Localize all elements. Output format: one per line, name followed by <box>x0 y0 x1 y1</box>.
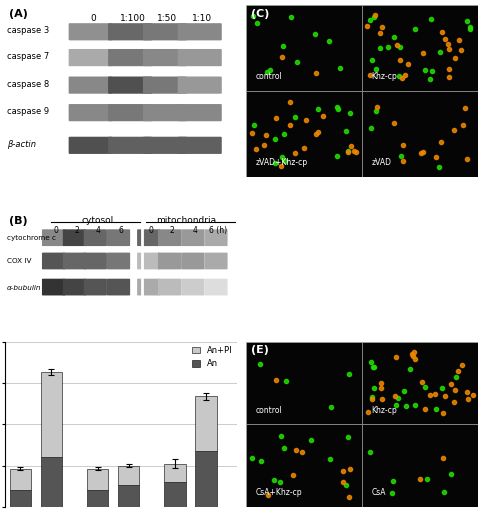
Text: Khz-cp: Khz-cp <box>371 406 397 415</box>
Bar <box>246 5 362 91</box>
FancyBboxPatch shape <box>69 137 113 154</box>
Bar <box>195 451 216 507</box>
FancyBboxPatch shape <box>42 279 65 295</box>
Bar <box>118 485 139 507</box>
FancyBboxPatch shape <box>108 23 152 40</box>
FancyBboxPatch shape <box>69 49 113 66</box>
FancyBboxPatch shape <box>84 279 107 295</box>
FancyBboxPatch shape <box>107 252 130 269</box>
FancyBboxPatch shape <box>108 49 152 66</box>
Text: 4: 4 <box>95 226 100 235</box>
FancyBboxPatch shape <box>178 137 222 154</box>
FancyBboxPatch shape <box>69 104 113 121</box>
FancyBboxPatch shape <box>178 23 222 40</box>
Text: 4: 4 <box>193 226 198 235</box>
Text: zVAD: zVAD <box>371 158 391 167</box>
Text: CsA: CsA <box>371 488 386 497</box>
Bar <box>362 5 478 91</box>
FancyBboxPatch shape <box>69 23 113 40</box>
FancyBboxPatch shape <box>137 229 160 246</box>
Bar <box>164 463 185 482</box>
FancyBboxPatch shape <box>143 137 187 154</box>
Text: β-actin: β-actin <box>7 140 36 149</box>
FancyBboxPatch shape <box>143 23 187 40</box>
FancyBboxPatch shape <box>137 252 160 269</box>
Text: (A): (A) <box>10 9 28 18</box>
FancyBboxPatch shape <box>181 229 204 246</box>
Text: cytosol: cytosol <box>82 216 114 225</box>
Bar <box>41 372 62 457</box>
FancyBboxPatch shape <box>143 49 187 66</box>
Bar <box>10 490 31 507</box>
Text: (B): (B) <box>10 216 28 226</box>
Bar <box>41 457 62 507</box>
Bar <box>362 91 478 177</box>
FancyBboxPatch shape <box>143 76 187 94</box>
Text: 1:10: 1:10 <box>192 14 212 23</box>
FancyBboxPatch shape <box>108 137 152 154</box>
Text: 6 (h): 6 (h) <box>209 226 227 235</box>
Text: 0: 0 <box>90 14 96 23</box>
FancyBboxPatch shape <box>158 229 181 246</box>
FancyBboxPatch shape <box>178 104 222 121</box>
Bar <box>164 482 185 507</box>
Bar <box>362 342 478 424</box>
Bar <box>246 342 362 424</box>
Text: cytochrome c: cytochrome c <box>7 235 56 241</box>
Text: 0: 0 <box>54 226 58 235</box>
Bar <box>246 424 362 507</box>
FancyBboxPatch shape <box>42 229 65 246</box>
Text: (C): (C) <box>251 9 269 18</box>
FancyBboxPatch shape <box>108 76 152 94</box>
FancyBboxPatch shape <box>63 252 86 269</box>
Text: 2: 2 <box>74 226 79 235</box>
Text: caspase 7: caspase 7 <box>7 52 49 61</box>
FancyBboxPatch shape <box>107 229 130 246</box>
Text: CsA+Khz-cp: CsA+Khz-cp <box>256 488 302 497</box>
Bar <box>195 396 216 451</box>
Text: caspase 8: caspase 8 <box>7 80 49 89</box>
FancyBboxPatch shape <box>204 229 227 246</box>
FancyBboxPatch shape <box>107 279 130 295</box>
Bar <box>118 465 139 485</box>
FancyBboxPatch shape <box>181 252 204 269</box>
FancyBboxPatch shape <box>63 229 86 246</box>
FancyBboxPatch shape <box>42 252 65 269</box>
Text: caspase 3: caspase 3 <box>7 27 49 35</box>
FancyBboxPatch shape <box>178 76 222 94</box>
FancyBboxPatch shape <box>204 252 227 269</box>
FancyBboxPatch shape <box>204 279 227 295</box>
Text: COX IV: COX IV <box>7 259 32 264</box>
Bar <box>10 468 31 490</box>
Text: control: control <box>256 406 282 415</box>
FancyBboxPatch shape <box>181 279 204 295</box>
Text: Khz-cp: Khz-cp <box>371 72 397 81</box>
Text: zVAD+Khz-cp: zVAD+Khz-cp <box>256 158 308 167</box>
Legend: An+PI, An: An+PI, An <box>192 346 233 368</box>
FancyBboxPatch shape <box>84 252 107 269</box>
FancyBboxPatch shape <box>158 279 181 295</box>
Text: 0: 0 <box>149 226 154 235</box>
Text: (E): (E) <box>251 345 269 355</box>
Text: 6: 6 <box>118 226 123 235</box>
Text: 1:50: 1:50 <box>157 14 177 23</box>
Text: control: control <box>256 72 282 81</box>
FancyBboxPatch shape <box>143 104 187 121</box>
Text: α-bubulin: α-bubulin <box>7 285 42 290</box>
Bar <box>362 424 478 507</box>
Text: caspase 9: caspase 9 <box>7 108 49 116</box>
Bar <box>87 468 108 490</box>
FancyBboxPatch shape <box>84 229 107 246</box>
FancyBboxPatch shape <box>137 279 160 295</box>
FancyBboxPatch shape <box>158 252 181 269</box>
FancyBboxPatch shape <box>108 104 152 121</box>
Bar <box>87 490 108 507</box>
Text: mitochondria: mitochondria <box>156 216 216 225</box>
FancyBboxPatch shape <box>63 279 86 295</box>
Text: 1:100: 1:100 <box>119 14 145 23</box>
FancyBboxPatch shape <box>69 76 113 94</box>
Bar <box>246 91 362 177</box>
Text: 2: 2 <box>170 226 174 235</box>
FancyBboxPatch shape <box>178 49 222 66</box>
